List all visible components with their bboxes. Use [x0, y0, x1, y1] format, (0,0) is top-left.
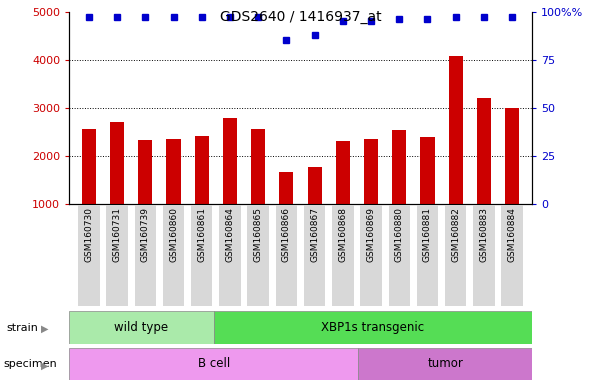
FancyBboxPatch shape [106, 205, 128, 306]
Text: GSM160865: GSM160865 [254, 207, 263, 262]
Text: GSM160861: GSM160861 [197, 207, 206, 262]
Bar [166, 139, 180, 252]
Bar [110, 122, 124, 252]
Text: GSM160860: GSM160860 [169, 207, 178, 262]
Bar [505, 109, 519, 252]
Bar [82, 129, 96, 252]
FancyBboxPatch shape [219, 205, 240, 306]
FancyBboxPatch shape [191, 205, 213, 306]
Bar [421, 137, 435, 252]
Text: B cell: B cell [198, 358, 230, 370]
Bar [336, 141, 350, 252]
Bar [251, 129, 265, 252]
Text: GSM160868: GSM160868 [338, 207, 347, 262]
Text: GSM160884: GSM160884 [508, 207, 517, 262]
Bar [223, 118, 237, 252]
FancyBboxPatch shape [361, 205, 382, 306]
FancyBboxPatch shape [248, 205, 269, 306]
FancyBboxPatch shape [445, 205, 466, 306]
FancyBboxPatch shape [78, 205, 100, 306]
Text: GSM160864: GSM160864 [225, 207, 234, 262]
Bar [69, 311, 214, 344]
Text: GSM160880: GSM160880 [395, 207, 404, 262]
Bar [308, 167, 322, 252]
Text: ▶: ▶ [41, 361, 48, 371]
Bar [214, 311, 532, 344]
Text: GSM160882: GSM160882 [451, 207, 460, 262]
Text: GSM160869: GSM160869 [367, 207, 376, 262]
Text: XBP1s transgenic: XBP1s transgenic [322, 321, 424, 334]
FancyBboxPatch shape [388, 205, 410, 306]
Text: ▶: ▶ [41, 324, 48, 334]
Text: GSM160730: GSM160730 [84, 207, 93, 262]
Text: tumor: tumor [427, 358, 463, 370]
Bar [448, 56, 463, 252]
FancyBboxPatch shape [332, 205, 353, 306]
Text: GSM160731: GSM160731 [112, 207, 121, 262]
Bar [69, 348, 358, 380]
FancyBboxPatch shape [135, 205, 156, 306]
Text: GSM160867: GSM160867 [310, 207, 319, 262]
Text: GSM160883: GSM160883 [480, 207, 489, 262]
Bar [279, 172, 293, 252]
FancyBboxPatch shape [501, 205, 523, 306]
FancyBboxPatch shape [473, 205, 495, 306]
Text: specimen: specimen [3, 359, 56, 369]
Bar [358, 348, 532, 380]
Text: wild type: wild type [114, 321, 168, 334]
Bar [477, 98, 491, 252]
FancyBboxPatch shape [416, 205, 438, 306]
FancyBboxPatch shape [304, 205, 325, 306]
Bar [195, 136, 209, 252]
FancyBboxPatch shape [163, 205, 185, 306]
Text: GSM160881: GSM160881 [423, 207, 432, 262]
Text: GSM160739: GSM160739 [141, 207, 150, 262]
FancyBboxPatch shape [276, 205, 297, 306]
Text: strain: strain [6, 323, 38, 333]
Bar [392, 130, 406, 252]
Text: GDS2640 / 1416937_at: GDS2640 / 1416937_at [220, 10, 381, 23]
Bar [364, 139, 378, 252]
Text: GSM160866: GSM160866 [282, 207, 291, 262]
Bar [138, 140, 153, 252]
